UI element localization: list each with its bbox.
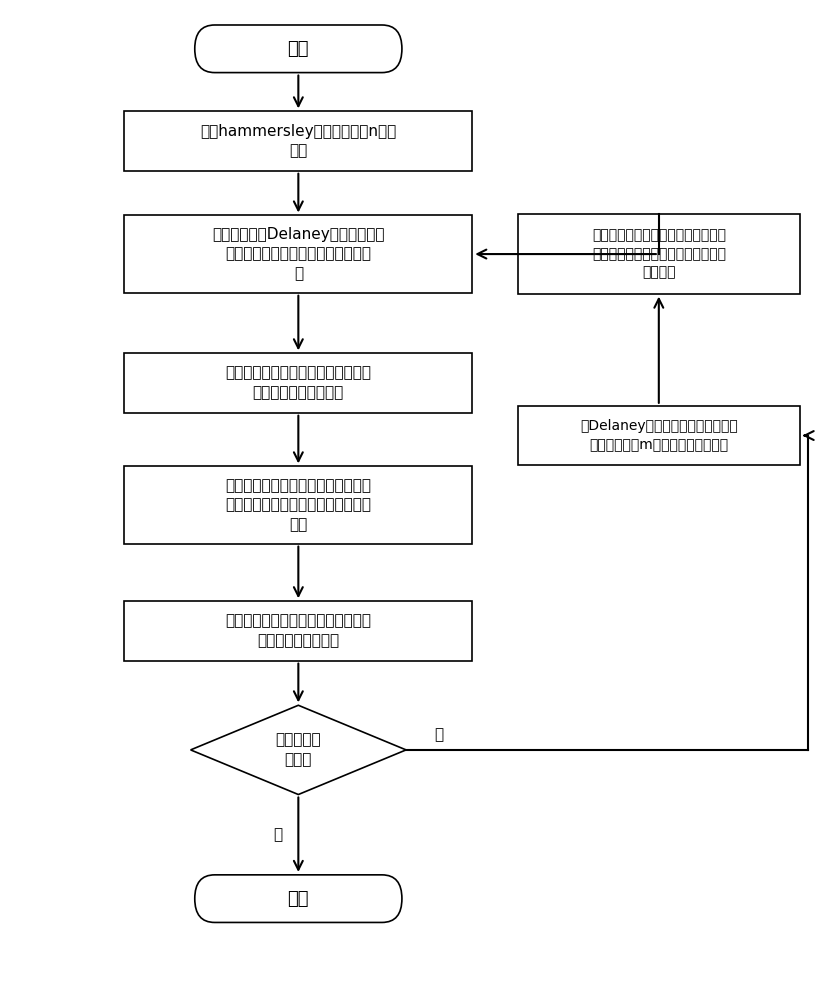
Text: 对采样点进行Delaney三角剖分，并
将每个三角形内心作为备选新增采样
点: 对采样点进行Delaney三角剖分，并 将每个三角形内心作为备选新增采样 点 (212, 227, 384, 281)
FancyBboxPatch shape (195, 875, 401, 922)
Text: 预测能力是
否满足: 预测能力是 否满足 (275, 732, 321, 767)
Bar (125, 111, 472, 171)
Text: 使用hammersley序列初始采样n个坐
标点: 使用hammersley序列初始采样n个坐 标点 (200, 124, 396, 158)
Text: 否: 否 (434, 728, 443, 743)
Polygon shape (191, 705, 405, 795)
Text: 开始: 开始 (288, 40, 308, 58)
Text: 将Delaney三角形内心的均方误差值
预测值较大的m个值作为新增采样点: 将Delaney三角形内心的均方误差值 预测值较大的m个值作为新增采样点 (579, 419, 737, 452)
Bar (125, 353, 472, 413)
Text: 是: 是 (273, 827, 282, 842)
Text: 随机产生新的坐标点作为测试点，进
行测试点的预测评估: 随机产生新的坐标点作为测试点，进 行测试点的预测评估 (225, 614, 371, 648)
Text: 根据激光跟踪仪测量出来的绝对定位
误差，确定克里金模型: 根据激光跟踪仪测量出来的绝对定位 误差，确定克里金模型 (225, 366, 371, 400)
Bar (517, 214, 798, 294)
Bar (125, 215, 472, 293)
Bar (125, 601, 472, 661)
Text: 将新增采样点进行激光跟踪仪进行测
量，进行再次采样，重新构造新的采
样点集合: 将新增采样点进行激光跟踪仪进行测 量，进行再次采样，重新构造新的采 样点集合 (591, 229, 725, 279)
Bar (517, 406, 798, 465)
Text: 结束: 结束 (288, 890, 308, 908)
Bar (125, 466, 472, 544)
FancyBboxPatch shape (195, 25, 401, 73)
Text: 根据克里金插值法，遍历备选的新增
采样点，并估算出每一个点的均方误
差值: 根据克里金插值法，遍历备选的新增 采样点，并估算出每一个点的均方误 差值 (225, 478, 371, 532)
